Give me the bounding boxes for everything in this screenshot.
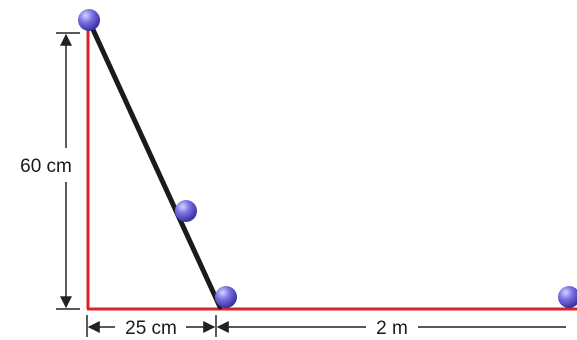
base-ramp-dimension: 25 cm [86,315,217,339]
ramp-line [87,20,223,310]
ball-far [558,286,577,308]
ball-top [78,9,100,31]
floor-dimension: 2 m [216,318,566,339]
base-ramp-label: 25 cm [125,318,177,339]
height-label: 60 cm [20,156,72,177]
ball-mid [175,200,197,222]
height-dimension: 60 cm [20,32,80,310]
ball-bottom [215,286,237,308]
floor-label: 2 m [376,318,408,339]
